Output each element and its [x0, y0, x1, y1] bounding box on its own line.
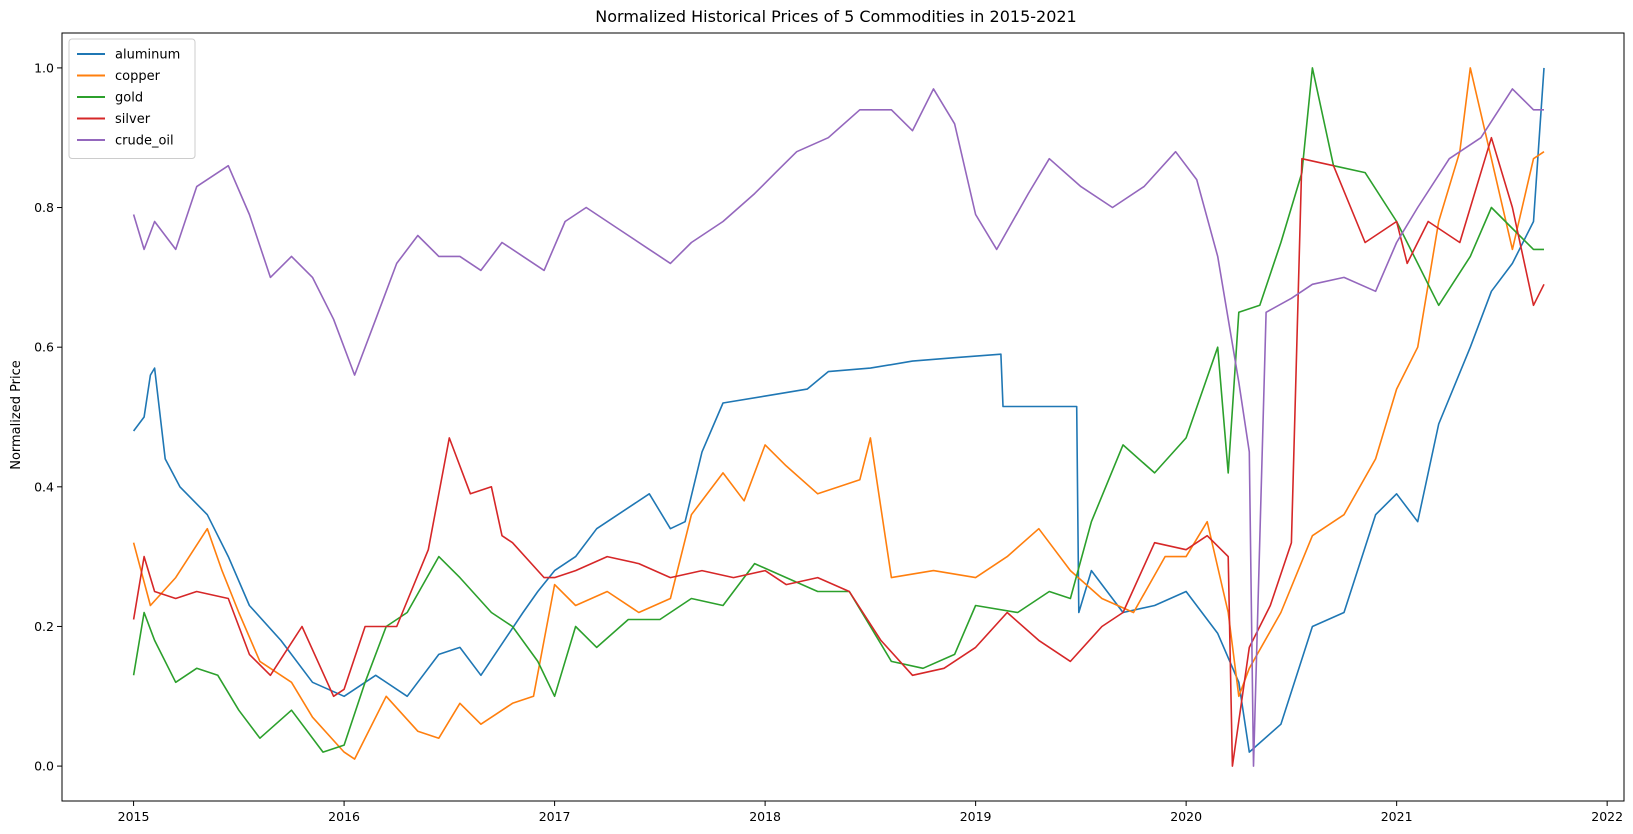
x-tick-label: 2015	[118, 809, 150, 824]
legend-label: silver	[115, 112, 151, 127]
x-tick-label: 2017	[539, 809, 571, 824]
y-tick-label: 0.6	[34, 340, 54, 355]
x-tick-label: 2021	[1381, 809, 1413, 824]
chart-title: Normalized Historical Prices of 5 Commod…	[595, 7, 1076, 26]
x-tick-label: 2022	[1591, 809, 1623, 824]
legend-box	[68, 38, 196, 159]
x-tick-label: 2019	[960, 809, 992, 824]
plot-lines	[132, 67, 1545, 767]
legend-label: gold	[115, 91, 143, 106]
series-line-aluminum	[132, 67, 1545, 753]
legend: aluminum copper gold silver crude_oil	[68, 38, 196, 159]
y-axis-label: Normalized Price	[9, 360, 24, 470]
x-tick-label: 2020	[1170, 809, 1202, 824]
x-axis-ticks: 2015 2016 2017 2018 2019 2020 2021 2022	[118, 801, 1623, 824]
plot-frame	[61, 32, 1625, 802]
y-axis-ticks: 0.0 0.2 0.4 0.6 0.8 1.0	[34, 60, 62, 774]
y-tick-label: 1.0	[34, 60, 54, 75]
series-line-crude_oil	[132, 88, 1544, 767]
series-line-copper	[132, 67, 1545, 760]
legend-label: copper	[115, 69, 161, 84]
series-line-silver	[132, 136, 1545, 767]
x-tick-label: 2016	[328, 809, 360, 824]
x-tick-label: 2018	[749, 809, 781, 824]
y-tick-label: 0.4	[34, 479, 54, 494]
legend-label: crude_oil	[115, 134, 174, 149]
y-tick-label: 0.8	[34, 200, 54, 215]
y-tick-label: 0.2	[34, 619, 54, 634]
legend-label: aluminum	[115, 48, 180, 63]
y-tick-label: 0.0	[34, 759, 54, 774]
